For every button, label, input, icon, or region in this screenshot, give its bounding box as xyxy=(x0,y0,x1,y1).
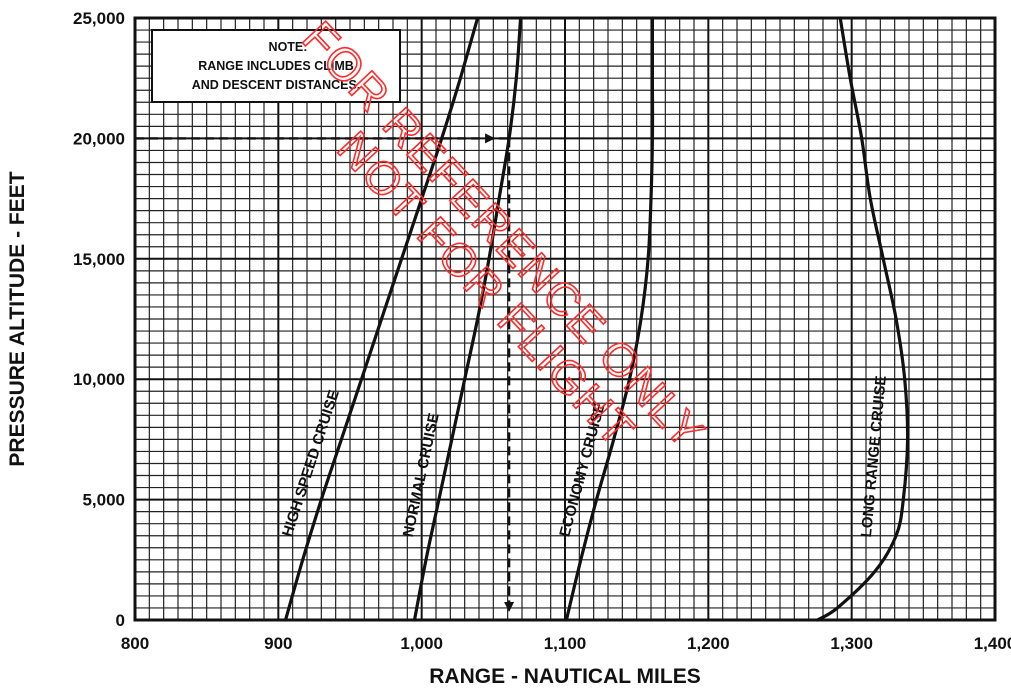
long-range-cruise-label: LONG RANGE CRUISE xyxy=(858,375,890,538)
guide-arrowhead xyxy=(485,133,496,144)
high-speed-cruise-curve xyxy=(283,16,480,622)
long-range-cruise-curve xyxy=(815,16,910,622)
y-tick-label: 0 xyxy=(116,611,125,630)
economy-cruise-curve xyxy=(564,16,655,622)
x-tick-label: 1,000 xyxy=(400,634,443,653)
x-axis-ticks: 800 900 1,000 1,100 1,200 1,300 1,400 xyxy=(121,634,1011,653)
note-frame xyxy=(151,29,401,103)
x-tick-label: 1,400 xyxy=(974,634,1011,653)
y-tick-label: 5,000 xyxy=(82,491,125,510)
y-tick-label: 20,000 xyxy=(73,129,125,148)
note-line-3: AND DESCENT DISTANCES. xyxy=(192,78,361,92)
y-tick-label: 10,000 xyxy=(73,370,125,389)
x-tick-label: 1,200 xyxy=(687,634,730,653)
x-tick-label: 900 xyxy=(264,634,292,653)
y-axis-ticks: 0 5,000 10,000 15,000 20,000 25,000 xyxy=(73,9,125,630)
watermark-line-2: NOT FOR FLIGHT xyxy=(328,121,646,457)
x-tick-label: 1,100 xyxy=(544,634,587,653)
x-tick-label: 800 xyxy=(121,634,149,653)
x-axis-title: RANGE - NAUTICAL MILES xyxy=(429,665,700,688)
performance-curves xyxy=(283,16,910,622)
note-box: NOTE: RANGE INCLUDES CLIMB AND DESCENT D… xyxy=(151,29,401,103)
y-axis-title: PRESSURE ALTITUDE - FEET xyxy=(6,171,29,466)
normal-cruise-curve xyxy=(412,16,523,622)
note-line-1: NOTE: xyxy=(269,40,308,54)
note-line-2: RANGE INCLUDES CLIMB xyxy=(198,59,354,73)
x-tick-label: 1,300 xyxy=(830,634,873,653)
example-guide-arrows xyxy=(135,133,515,612)
guide-arrowhead xyxy=(504,602,515,612)
y-tick-label: 15,000 xyxy=(73,250,125,269)
y-tick-label: 25,000 xyxy=(73,9,125,28)
